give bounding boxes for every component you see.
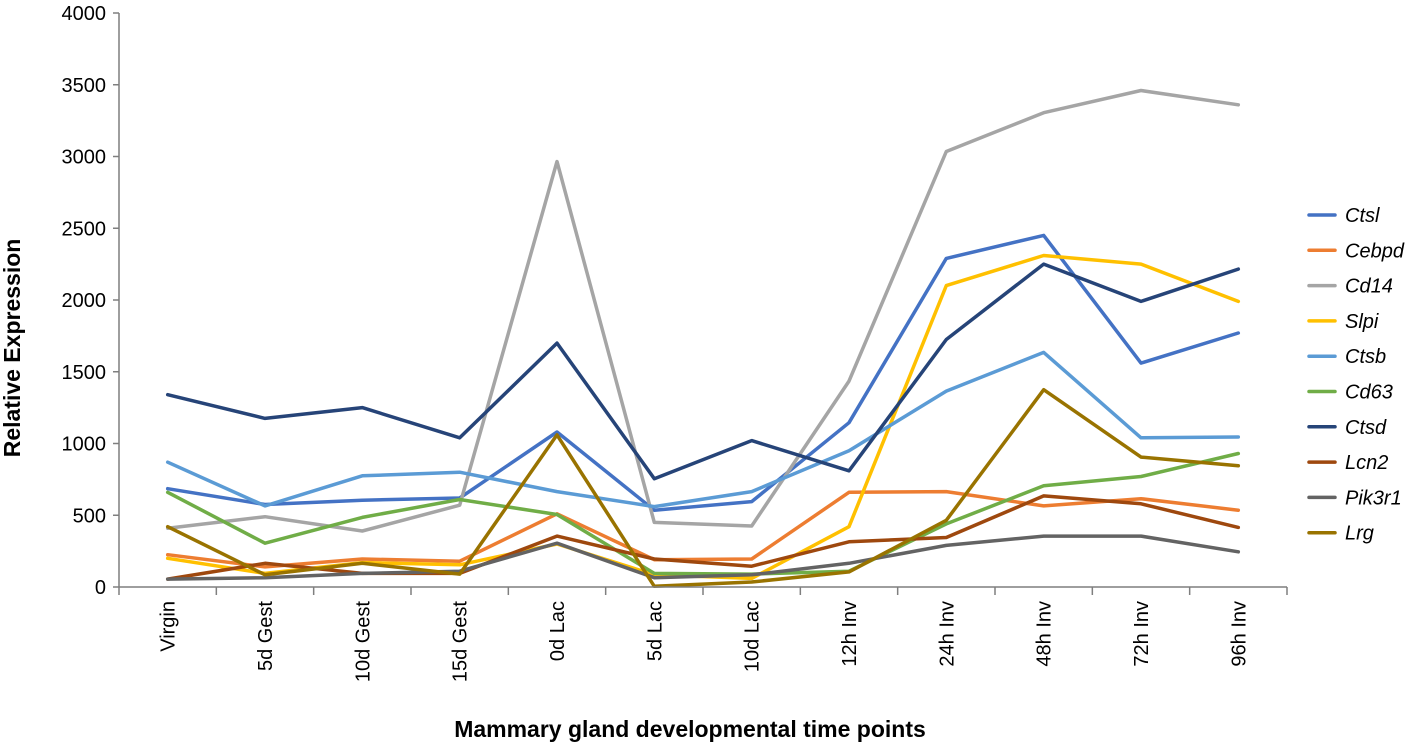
x-axis-title: Mammary gland developmental time points [454, 716, 926, 742]
legend-item-pik3r1: Pik3r1 [1307, 487, 1402, 509]
legend-label: Ctsl [1345, 205, 1380, 227]
x-tick-label: 10d Lac [742, 601, 764, 672]
legend-label: Ctsd [1345, 417, 1387, 439]
y-tick-label: 3500 [62, 75, 107, 97]
legend-label: Lcn2 [1345, 452, 1388, 474]
series-line-ctsd [165, 262, 1241, 481]
legend-item-lcn2: Lcn2 [1307, 452, 1388, 474]
y-tick-label: 1500 [62, 362, 107, 384]
y-axis-title: Relative Expression [0, 239, 25, 458]
x-tick-label: Virgin [158, 601, 180, 652]
legend-item-cebpd: Cebpd [1307, 240, 1405, 262]
series-line-cebpd [165, 489, 1241, 569]
x-tick-label: 15d Gest [450, 601, 472, 683]
y-tick-label: 4000 [62, 3, 107, 25]
y-tick-label: 1000 [62, 434, 107, 456]
series-line-cd14 [165, 88, 1241, 533]
y-axis-tick-labels: 0 500 1000 1500 2000 2500 3000 3500 4000 [62, 3, 107, 599]
series-lines [165, 88, 1241, 589]
series-line-ctsb [165, 350, 1241, 509]
legend-label: Ctsb [1345, 346, 1386, 368]
x-axis-tick-labels: Virgin 5d Gest 10d Gest 15d Gest 0d Lac 5d La… [158, 601, 1251, 683]
x-tick-label: 10d Gest [352, 601, 374, 683]
y-axis-ticks [113, 12, 119, 588]
x-tick-label: 72h Inv [1131, 601, 1153, 667]
y-tick-label: 500 [73, 505, 106, 527]
legend-label: Slpi [1345, 311, 1379, 333]
y-tick-label: 0 [95, 577, 106, 599]
x-tick-label: 5d Lac [644, 601, 666, 661]
legend-item-slpi: Slpi [1307, 311, 1379, 333]
series-line-slpi [165, 253, 1241, 581]
legend-item-cd14: Cd14 [1307, 276, 1393, 298]
x-tick-label: 0d Lac [547, 601, 569, 661]
legend: Ctsl Cebpd Cd14 Slpi Ctsb Cd63 Ctsd Lcn2 Pik3r1 L… [1307, 205, 1405, 545]
x-axis-ticks [118, 587, 1288, 595]
x-tick-label: 24h Inv [936, 601, 958, 667]
legend-item-ctsd: Ctsd [1307, 417, 1387, 439]
series-line-lcn2 [165, 494, 1241, 581]
y-tick-label: 3000 [62, 147, 107, 169]
legend-item-lrg: Lrg [1307, 523, 1374, 545]
legend-label: Cebpd [1345, 240, 1405, 262]
x-tick-label: 12h Inv [839, 601, 861, 667]
legend-item-ctsl: Ctsl [1307, 205, 1380, 227]
x-tick-label: 5d Gest [255, 601, 277, 671]
x-tick-label: 48h Inv [1034, 601, 1056, 667]
series-line-pik3r1 [165, 534, 1241, 581]
legend-label: Cd63 [1345, 382, 1393, 404]
series-line-lrg [165, 387, 1241, 589]
x-tick-label: 96h Inv [1228, 601, 1250, 667]
y-tick-label: 2500 [62, 218, 107, 240]
legend-label: Pik3r1 [1345, 487, 1402, 509]
series-line-cd63 [165, 451, 1241, 576]
legend-item-ctsb: Ctsb [1307, 346, 1386, 368]
legend-label: Lrg [1345, 523, 1374, 545]
legend-item-cd63: Cd63 [1307, 382, 1393, 404]
y-tick-label: 2000 [62, 290, 107, 312]
legend-label: Cd14 [1345, 276, 1393, 298]
